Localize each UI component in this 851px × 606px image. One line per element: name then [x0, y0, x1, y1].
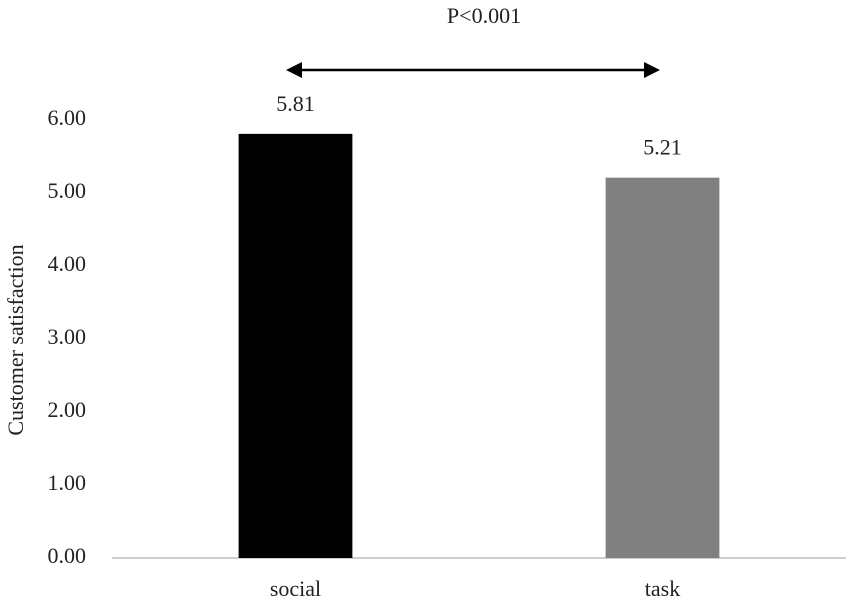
- value-label: 5.21: [643, 135, 682, 160]
- y-tick-label: 0.00: [48, 543, 87, 568]
- y-tick-label: 2.00: [48, 397, 87, 422]
- y-tick-label: 1.00: [48, 470, 87, 495]
- y-tick-label: 5.00: [48, 178, 87, 203]
- annotation: P<0.001: [447, 3, 521, 28]
- bar: [238, 133, 353, 558]
- significance-arrow: [286, 62, 660, 78]
- arrow-head: [286, 62, 302, 78]
- x-tick-label: task: [645, 576, 680, 601]
- y-axis-title: Customer satisfaction: [3, 244, 28, 435]
- value-label: 5.81: [276, 91, 315, 116]
- y-tick-label: 6.00: [48, 105, 87, 130]
- bar: [605, 177, 720, 559]
- arrow-head: [644, 62, 660, 78]
- y-tick-label: 3.00: [48, 324, 87, 349]
- x-tick-label: social: [270, 576, 321, 601]
- y-tick-label: 4.00: [48, 251, 87, 276]
